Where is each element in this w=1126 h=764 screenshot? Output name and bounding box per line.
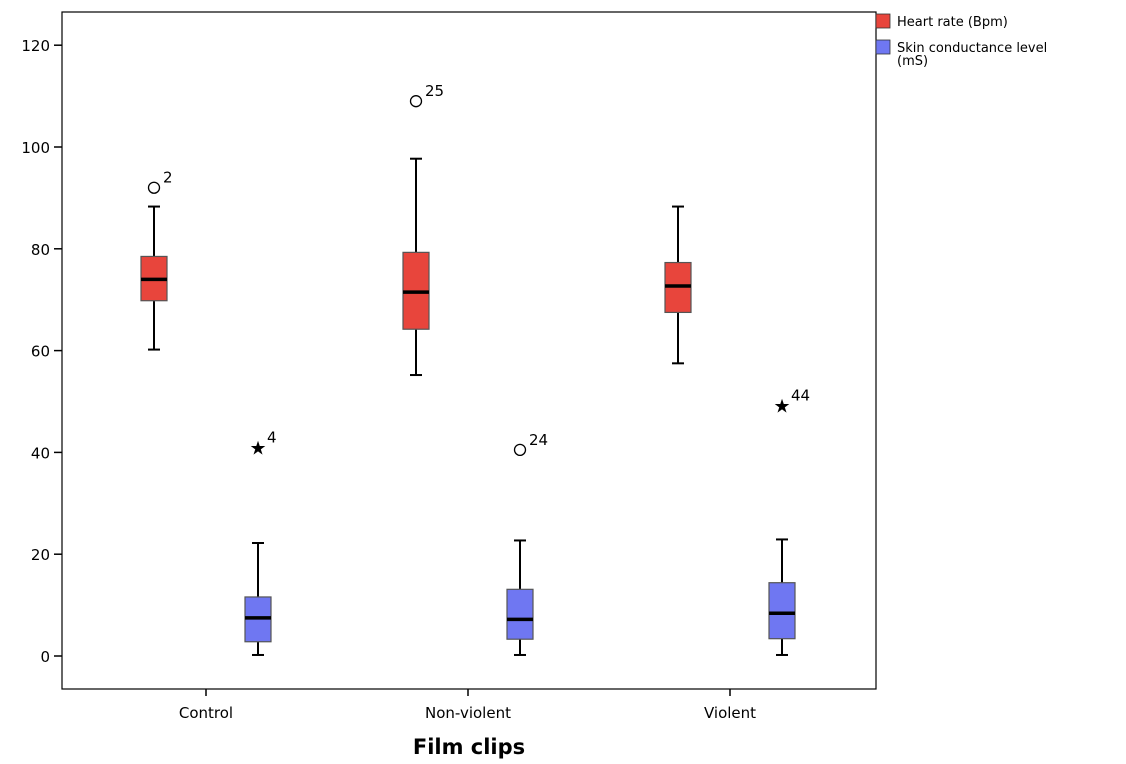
y-tick-label: 80 [31,241,50,259]
legend-item: Skin conductance level(mS) [875,39,1047,69]
outlier-label: 24 [529,431,548,449]
legend: Heart rate (Bpm) Skin conductance level(m… [875,13,1047,69]
y-tick-label: 0 [40,648,50,666]
box-1-2: ★ 44 [768,387,810,656]
box-1-0: ★ 4 [244,428,277,656]
legend-label: Heart rate (Bpm) [897,15,1008,30]
boxes: 225★ 4 24★ 44 [140,82,810,656]
x-tick-label: Control [179,704,233,722]
box-0-2 [664,205,692,365]
iqr-box [768,582,796,640]
iqr-box [506,588,534,640]
outlier-circle [409,95,423,108]
outlier-circle [513,443,527,457]
plot-area [61,11,877,690]
legend-label: (mS) [897,54,928,69]
box-1-1: 24 [506,431,548,656]
y-axis: 0 20 40 60 80 100 120 [21,37,62,666]
y-tick-label: 100 [21,139,50,157]
outlier-star: ★ [249,437,266,459]
x-axis: Control Non-violent Violent [179,689,756,722]
box-0-0: 2 [140,169,173,351]
legend-swatch [875,13,891,29]
y-tick-label: 20 [31,546,50,564]
outlier-label: 4 [267,428,277,446]
x-tick-label: Non-violent [425,704,511,722]
x-axis-title: Film clips [413,735,525,759]
x-tick-label: Violent [704,704,756,722]
box-0-1: 25 [402,82,444,377]
outlier-label: 25 [425,82,444,100]
outlier-label: 44 [791,387,810,405]
y-tick-label: 60 [31,343,50,361]
y-tick-label: 120 [21,37,50,55]
legend-label: Skin conductance level [897,41,1047,56]
legend-item: Heart rate (Bpm) [875,13,1008,30]
y-tick-label: 40 [31,444,50,462]
outlier-circle [147,181,161,194]
outlier-star: ★ [773,396,790,418]
outlier-label: 2 [163,169,173,187]
legend-swatch [875,39,891,55]
